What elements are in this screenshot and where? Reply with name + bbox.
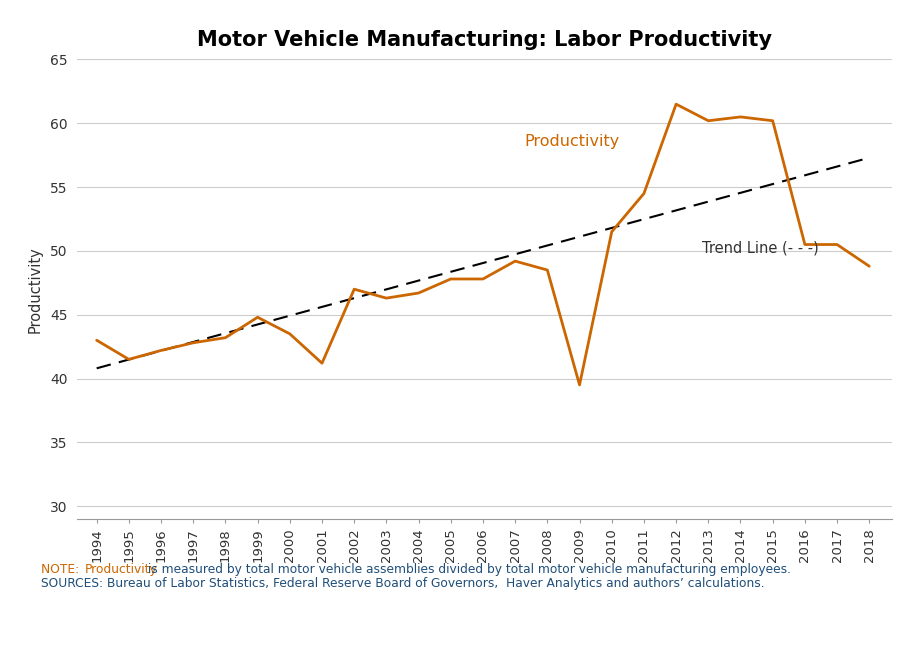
- Text: Trend Line (- - -): Trend Line (- - -): [702, 241, 819, 256]
- Y-axis label: Productivity: Productivity: [28, 246, 43, 332]
- Text: F: F: [23, 624, 35, 642]
- Text: Productivity: Productivity: [86, 563, 157, 576]
- Text: SOURCES: Bureau of Labor Statistics, Federal Reserve Board of Governors,  Haver : SOURCES: Bureau of Labor Statistics, Fed…: [41, 577, 764, 590]
- Text: NOTE:: NOTE:: [41, 563, 83, 576]
- Text: is measured by total motor vehicle assemblies divided by total motor vehicle man: is measured by total motor vehicle assem…: [144, 563, 791, 576]
- Text: St. Louis: St. Louis: [200, 625, 279, 642]
- Text: of: of: [177, 625, 193, 642]
- Text: Federal Reserve Bank: Federal Reserve Bank: [20, 625, 211, 642]
- Title: Motor Vehicle Manufacturing: Labor Productivity: Motor Vehicle Manufacturing: Labor Produ…: [197, 30, 772, 50]
- Text: Productivity: Productivity: [525, 134, 620, 149]
